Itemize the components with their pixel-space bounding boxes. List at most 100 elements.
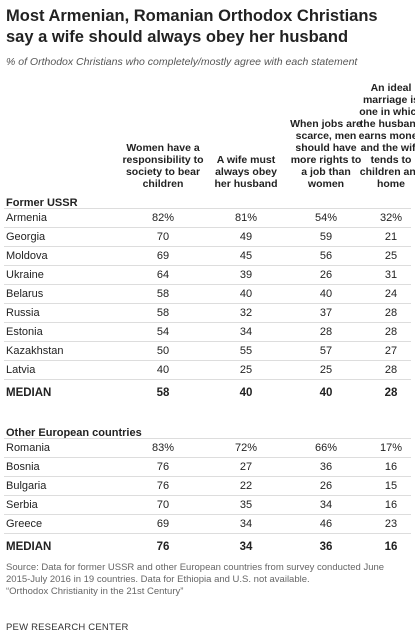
cell: 34 xyxy=(319,499,333,511)
separator xyxy=(4,265,411,266)
cell: 57 xyxy=(319,345,333,357)
row-label: Russia xyxy=(6,307,40,319)
cell: 46 xyxy=(319,518,333,530)
cell: 25 xyxy=(384,250,398,262)
separator xyxy=(4,379,411,380)
row-label: Belarus xyxy=(6,288,44,300)
column-header: Women have a responsibility to society t… xyxy=(122,142,204,190)
median-cell: 36 xyxy=(319,541,333,553)
cell: 58 xyxy=(156,307,170,319)
column-header: When jobs are scarce, men should have mo… xyxy=(290,118,362,190)
median-cell: 76 xyxy=(156,541,170,553)
separator xyxy=(4,208,411,209)
cell: 40 xyxy=(156,364,170,376)
cell: 34 xyxy=(239,518,253,530)
cell: 66% xyxy=(314,442,338,454)
row-label: Ukraine xyxy=(6,269,44,281)
cell: 16 xyxy=(384,461,398,473)
cell: 36 xyxy=(319,461,333,473)
separator xyxy=(4,341,411,342)
median-cell: 34 xyxy=(239,541,253,553)
cell: 82% xyxy=(151,212,175,224)
separator xyxy=(4,438,411,439)
cell: 54% xyxy=(314,212,338,224)
median-label: MEDIAN xyxy=(6,387,52,399)
separator xyxy=(4,360,411,361)
cell: 45 xyxy=(239,250,253,262)
row-label: Estonia xyxy=(6,326,43,338)
cell: 16 xyxy=(384,499,398,511)
subtitle: % of Orthodox Christians who completely/… xyxy=(6,56,358,68)
cell: 58 xyxy=(156,288,170,300)
cell: 34 xyxy=(239,326,253,338)
cell: 28 xyxy=(384,326,398,338)
separator xyxy=(4,322,411,323)
cell: 27 xyxy=(239,461,253,473)
row-label: Bulgaria xyxy=(6,480,47,492)
separator xyxy=(4,303,411,304)
cell: 83% xyxy=(151,442,175,454)
column-header: A wife must always obey her husband xyxy=(214,154,278,190)
cell: 56 xyxy=(319,250,333,262)
cell: 26 xyxy=(319,480,333,492)
median-cell: 40 xyxy=(239,387,253,399)
row-label: Georgia xyxy=(6,231,46,243)
row-label: Armenia xyxy=(6,212,47,224)
cell: 35 xyxy=(239,499,253,511)
cell: 40 xyxy=(319,288,333,300)
cell: 26 xyxy=(319,269,333,281)
median-cell: 58 xyxy=(156,387,170,399)
cell: 39 xyxy=(239,269,253,281)
separator xyxy=(4,457,411,458)
cell: 50 xyxy=(156,345,170,357)
cell: 32 xyxy=(239,307,253,319)
median-cell: 16 xyxy=(384,541,398,553)
row-label: Romania xyxy=(6,442,51,454)
title: Most Armenian, Romanian Orthodox Christi… xyxy=(6,7,378,46)
cell: 37 xyxy=(319,307,333,319)
median-label: MEDIAN xyxy=(6,541,52,553)
cell: 25 xyxy=(319,364,333,376)
cell: 32% xyxy=(379,212,403,224)
row-label: Latvia xyxy=(6,364,36,376)
section-label: Other European countries xyxy=(6,427,142,439)
cell: 81% xyxy=(234,212,258,224)
cell: 28 xyxy=(384,307,398,319)
cell: 40 xyxy=(239,288,253,300)
cell: 28 xyxy=(319,326,333,338)
cell: 49 xyxy=(239,231,253,243)
row-label: Serbia xyxy=(6,499,38,511)
separator xyxy=(4,514,411,515)
row-label: Kazakhstan xyxy=(6,345,64,357)
separator xyxy=(4,533,411,534)
column-header: An ideal marriage is one in which the hu… xyxy=(358,82,415,190)
cell: 24 xyxy=(384,288,398,300)
row-label: Greece xyxy=(6,518,43,530)
median-cell: 28 xyxy=(384,387,398,399)
cell: 76 xyxy=(156,480,170,492)
cell: 23 xyxy=(384,518,398,530)
separator xyxy=(4,495,411,496)
section-label: Former USSR xyxy=(6,197,78,209)
cell: 21 xyxy=(384,231,398,243)
row-label: Moldova xyxy=(6,250,48,262)
source: Source: Data for former USSR and other E… xyxy=(6,562,385,585)
cell: 70 xyxy=(156,499,170,511)
separator xyxy=(4,227,411,228)
cell: 70 xyxy=(156,231,170,243)
cell: 76 xyxy=(156,461,170,473)
row-label: Bosnia xyxy=(6,461,40,473)
cell: 28 xyxy=(384,364,398,376)
separator xyxy=(4,476,411,477)
median-cell: 40 xyxy=(319,387,333,399)
cell: 15 xyxy=(384,480,398,492)
separator xyxy=(4,246,411,247)
cell: 69 xyxy=(156,250,170,262)
cell: 64 xyxy=(156,269,170,281)
report: “Orthodox Christianity in the 21st Centu… xyxy=(6,586,184,597)
cell: 69 xyxy=(156,518,170,530)
cell: 55 xyxy=(239,345,253,357)
cell: 72% xyxy=(234,442,258,454)
cell: 54 xyxy=(156,326,170,338)
